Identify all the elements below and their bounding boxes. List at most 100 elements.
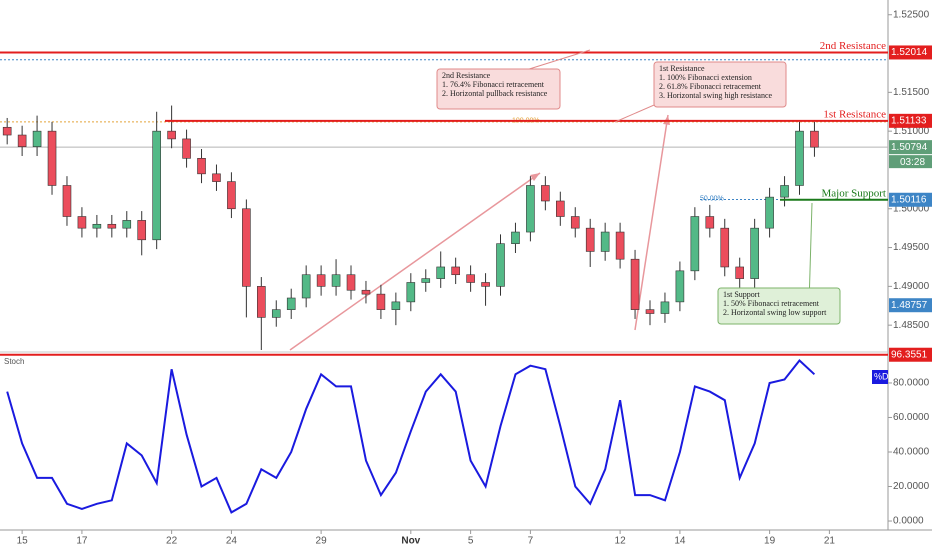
candle-body [331, 274, 341, 287]
candle-body [511, 231, 520, 244]
candle-body [675, 270, 685, 303]
y-tick-label: 40.0000 [893, 447, 930, 458]
stoch-line [6, 359, 816, 514]
candle-body [197, 158, 206, 175]
candle-body [541, 185, 550, 202]
callout-box [436, 68, 561, 110]
x-tick-label: 15 [17, 536, 29, 547]
candle-body [451, 266, 460, 276]
candle-body [17, 134, 27, 147]
callout-text: 2. Horizontal pullback resistance [442, 89, 548, 98]
callout-text: 1. 50% Fibonacci retracement [723, 299, 820, 308]
y-tick-label: 1.49000 [893, 281, 930, 292]
candle-body [316, 274, 326, 287]
x-tick-label: 21 [824, 536, 836, 547]
callout-pointer [809, 202, 813, 289]
candle-body [242, 208, 251, 287]
candle-body [406, 282, 416, 303]
x-tick-label: 24 [226, 536, 238, 547]
y-tick-label: 1.51000 [893, 126, 930, 137]
y-tick-label: 1.51500 [893, 87, 930, 98]
x-tick-label: 22 [166, 536, 178, 547]
price-marker-bg [889, 192, 932, 207]
candle-body [122, 220, 132, 229]
callout-text: 1. 76.4% Fibonacci retracement [442, 80, 545, 89]
y-tick-label: 1.50000 [893, 203, 930, 214]
candle-body [47, 130, 57, 186]
candle-body [600, 231, 610, 252]
legend-bg [872, 370, 888, 384]
candle-body [765, 196, 774, 229]
callout-text: 1. 100% Fibonacci extension [659, 73, 752, 82]
x-tick-label: 12 [615, 536, 627, 547]
y-tick-label: 20.0000 [893, 481, 930, 492]
callout-text: 2. 61.8% Fibonacci retracement [659, 82, 762, 91]
x-tick-label: 29 [316, 536, 328, 547]
last-price-bg [889, 140, 932, 155]
y-tick-label: 60.0000 [893, 412, 930, 423]
price-marker: 1.48757 [891, 300, 928, 311]
countdown-bg [889, 155, 932, 169]
candle-body [660, 301, 670, 314]
callout-box [717, 287, 841, 325]
candle-body [720, 227, 730, 268]
y-tick-label: 0.0000 [893, 516, 924, 527]
candle-body [436, 266, 446, 279]
candle-body [735, 266, 745, 279]
candle-body [705, 216, 715, 229]
candle-body [32, 130, 42, 147]
level-price-bg [889, 113, 932, 128]
level-price: 1.52014 [891, 47, 928, 58]
candle-body [257, 286, 266, 318]
candle-body [466, 274, 475, 283]
candle-body [391, 301, 401, 310]
level-label: 2nd Resistance [820, 40, 886, 52]
candle-body [481, 282, 490, 287]
callout-text: 2. Horizontal swing low support [723, 308, 827, 317]
candle-body [690, 216, 700, 272]
trend-arrow [289, 172, 541, 351]
level-price: 1.51133 [891, 115, 927, 126]
candle-body [630, 258, 640, 310]
y-tick-label: 80.0000 [893, 378, 930, 389]
trend-arrow [634, 114, 669, 331]
callout-text: 1st Resistance [659, 64, 705, 73]
price-marker: 1.50116 [891, 194, 927, 205]
stoch-level-label-bg [889, 347, 932, 362]
callout-pointer [529, 49, 591, 70]
candle-body [271, 309, 281, 318]
candle-body [795, 130, 804, 186]
candle-body [92, 223, 102, 229]
x-tick-label: 5 [468, 536, 474, 547]
x-tick-label: 19 [764, 536, 776, 547]
callout-text: 2nd Resistance [442, 71, 491, 80]
callout-text: 3. Horizontal swing high resistance [659, 91, 773, 100]
callout-text: 1st Support [723, 290, 760, 299]
candle-body [361, 289, 371, 295]
candle-body [167, 130, 176, 140]
price-marker-bg [889, 298, 932, 313]
candle-body [585, 227, 595, 252]
candle-body [182, 138, 191, 159]
candle-body [810, 130, 819, 148]
candle-body [62, 185, 72, 217]
candle-body [152, 130, 161, 241]
x-tick-label: 14 [674, 536, 686, 547]
candle-body [137, 220, 147, 241]
candle-body [107, 223, 117, 229]
stoch-level-label: 96.3551 [891, 349, 928, 360]
candle-body [376, 293, 386, 310]
indicator-title: Stoch [4, 357, 24, 366]
countdown: 03:28 [900, 157, 925, 168]
y-tick-label: 1.48500 [893, 320, 930, 331]
candle-body [2, 126, 12, 136]
y-tick-label: 1.49500 [893, 242, 930, 253]
arrow-head [530, 173, 540, 181]
candle-body [570, 216, 580, 229]
candle-body [77, 216, 87, 229]
candle-body [645, 309, 655, 314]
callout-box [653, 61, 787, 108]
candle-body [556, 200, 565, 217]
last-price: 1.50794 [891, 142, 928, 153]
